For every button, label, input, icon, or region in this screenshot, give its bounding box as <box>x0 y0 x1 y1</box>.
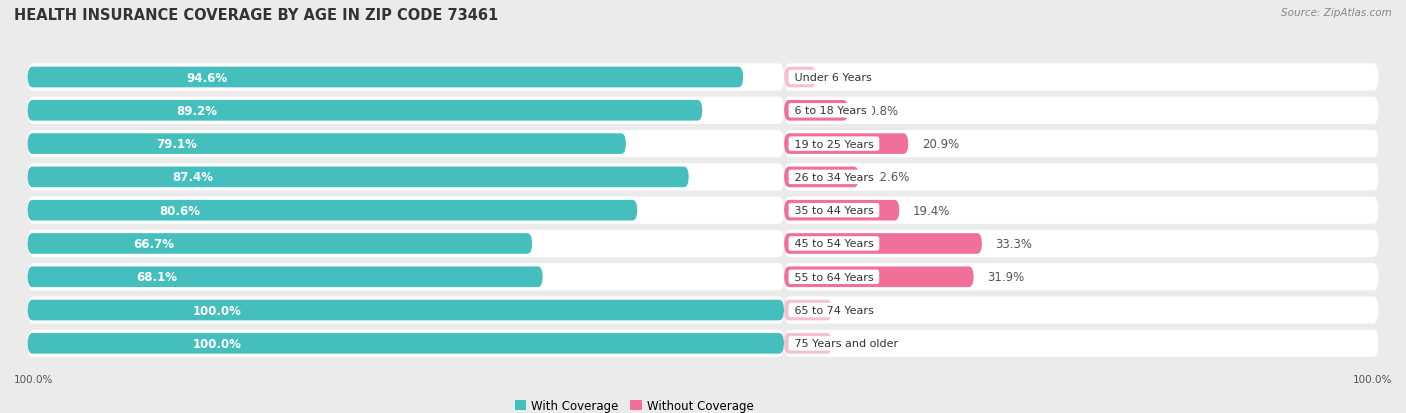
FancyBboxPatch shape <box>28 167 689 188</box>
Text: 55 to 64 Years: 55 to 64 Years <box>790 272 877 282</box>
FancyBboxPatch shape <box>28 68 744 88</box>
Text: 19.4%: 19.4% <box>912 204 950 217</box>
FancyBboxPatch shape <box>28 164 785 191</box>
FancyBboxPatch shape <box>785 263 1378 291</box>
Text: 100.0%: 100.0% <box>1353 374 1392 384</box>
FancyBboxPatch shape <box>785 134 908 154</box>
FancyBboxPatch shape <box>785 333 831 354</box>
FancyBboxPatch shape <box>785 68 815 88</box>
FancyBboxPatch shape <box>785 101 848 121</box>
Text: 6 to 18 Years: 6 to 18 Years <box>790 106 870 116</box>
Text: 94.6%: 94.6% <box>186 71 226 84</box>
FancyBboxPatch shape <box>785 131 1378 158</box>
Text: Source: ZipAtlas.com: Source: ZipAtlas.com <box>1281 8 1392 18</box>
FancyBboxPatch shape <box>28 330 785 357</box>
FancyBboxPatch shape <box>28 197 785 224</box>
Text: 45 to 54 Years: 45 to 54 Years <box>790 239 877 249</box>
Legend: With Coverage, Without Coverage: With Coverage, Without Coverage <box>515 399 754 412</box>
Text: 35 to 44 Years: 35 to 44 Years <box>790 206 877 216</box>
FancyBboxPatch shape <box>785 330 1378 357</box>
Text: 75 Years and older: 75 Years and older <box>790 339 901 349</box>
FancyBboxPatch shape <box>28 333 785 354</box>
FancyBboxPatch shape <box>785 297 1378 324</box>
Text: Under 6 Years: Under 6 Years <box>790 73 875 83</box>
Text: 26 to 34 Years: 26 to 34 Years <box>790 173 877 183</box>
FancyBboxPatch shape <box>785 64 1378 91</box>
FancyBboxPatch shape <box>785 267 974 287</box>
Text: 80.6%: 80.6% <box>159 204 201 217</box>
Text: 100.0%: 100.0% <box>14 374 53 384</box>
Text: 0.0%: 0.0% <box>845 337 875 350</box>
FancyBboxPatch shape <box>28 300 785 320</box>
Text: 10.8%: 10.8% <box>862 104 898 118</box>
Text: 89.2%: 89.2% <box>176 104 217 118</box>
FancyBboxPatch shape <box>785 197 1378 224</box>
FancyBboxPatch shape <box>785 230 1378 257</box>
FancyBboxPatch shape <box>785 200 900 221</box>
FancyBboxPatch shape <box>28 134 626 154</box>
FancyBboxPatch shape <box>28 101 703 121</box>
Text: 68.1%: 68.1% <box>136 271 177 284</box>
FancyBboxPatch shape <box>28 97 785 125</box>
FancyBboxPatch shape <box>28 263 785 291</box>
FancyBboxPatch shape <box>785 167 859 188</box>
FancyBboxPatch shape <box>28 230 785 257</box>
Text: HEALTH INSURANCE COVERAGE BY AGE IN ZIP CODE 73461: HEALTH INSURANCE COVERAGE BY AGE IN ZIP … <box>14 8 498 23</box>
FancyBboxPatch shape <box>785 97 1378 125</box>
Text: 65 to 74 Years: 65 to 74 Years <box>790 305 877 315</box>
FancyBboxPatch shape <box>785 300 831 320</box>
Text: 79.1%: 79.1% <box>156 138 198 151</box>
Text: 100.0%: 100.0% <box>193 304 240 317</box>
FancyBboxPatch shape <box>28 267 543 287</box>
Text: 0.0%: 0.0% <box>845 304 875 317</box>
Text: 33.3%: 33.3% <box>995 237 1032 250</box>
FancyBboxPatch shape <box>28 131 785 158</box>
Text: 66.7%: 66.7% <box>134 237 174 250</box>
Text: 100.0%: 100.0% <box>193 337 240 350</box>
Text: 31.9%: 31.9% <box>987 271 1025 284</box>
Text: 12.6%: 12.6% <box>873 171 910 184</box>
FancyBboxPatch shape <box>28 234 531 254</box>
FancyBboxPatch shape <box>28 200 637 221</box>
Text: 19 to 25 Years: 19 to 25 Years <box>790 139 877 149</box>
FancyBboxPatch shape <box>785 164 1378 191</box>
Text: 20.9%: 20.9% <box>922 138 959 151</box>
FancyBboxPatch shape <box>785 234 981 254</box>
Text: 5.4%: 5.4% <box>830 71 859 84</box>
Text: 87.4%: 87.4% <box>173 171 214 184</box>
FancyBboxPatch shape <box>28 64 785 91</box>
FancyBboxPatch shape <box>28 297 785 324</box>
